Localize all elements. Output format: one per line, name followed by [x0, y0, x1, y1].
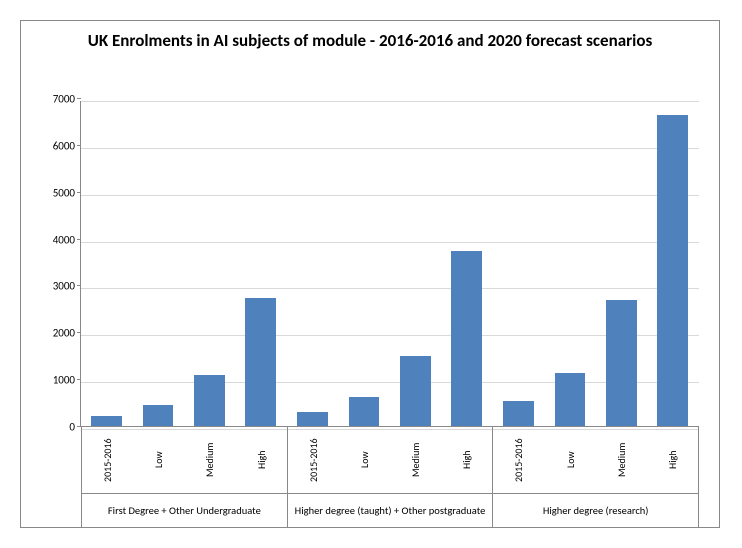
x-sub-label: 2015-2016 [288, 427, 339, 493]
x-group: 2015-2016LowMediumHighHigher degree (res… [492, 427, 699, 527]
bar [451, 251, 482, 427]
y-tick-label: 0 [69, 421, 75, 434]
y-tick-label: 5000 [53, 186, 75, 199]
x-sub-label: High [441, 427, 492, 493]
x-group-label: Higher degree (taught) + Other postgradu… [288, 494, 493, 527]
x-sub-label: Medium [596, 427, 647, 493]
x-sub-label: High [236, 427, 287, 493]
x-group-label: Higher degree (research) [493, 494, 698, 527]
bar-slot [493, 101, 544, 427]
bar [245, 298, 276, 427]
y-tick-label: 7000 [53, 93, 75, 106]
x-sub-label: Medium [390, 427, 441, 493]
bar-group [493, 101, 699, 427]
x-sub-label: 2015-2016 [493, 427, 544, 493]
chart-container: UK Enrolments in AI subjects of module -… [20, 20, 720, 528]
y-tick-label: 6000 [53, 139, 75, 152]
x-sub-row: 2015-2016LowMediumHigh [493, 427, 698, 494]
bar [555, 373, 586, 427]
x-axis-labels: 2015-2016LowMediumHighFirst Degree + Oth… [81, 427, 699, 527]
x-group-label: First Degree + Other Undergraduate [82, 494, 287, 527]
y-axis: 01000200030004000500060007000 [21, 101, 81, 427]
x-sub-label: Low [133, 427, 184, 493]
x-sub-label: Medium [184, 427, 235, 493]
y-tick-label: 1000 [53, 374, 75, 387]
bar [143, 405, 174, 427]
bar-slot [596, 101, 647, 427]
bar-group [81, 101, 287, 427]
bar [657, 115, 688, 427]
x-sub-label: 2015-2016 [82, 427, 133, 493]
bar [606, 300, 637, 427]
bar-group [287, 101, 493, 427]
x-sub-label: High [647, 427, 698, 493]
x-sub-label: Low [339, 427, 390, 493]
x-group: 2015-2016LowMediumHighFirst Degree + Oth… [81, 427, 287, 527]
bar [400, 356, 431, 427]
y-tick-label: 3000 [53, 280, 75, 293]
bar-slot [132, 101, 183, 427]
x-sub-row: 2015-2016LowMediumHigh [288, 427, 493, 494]
bar-slot [184, 101, 235, 427]
x-sub-label: Low [545, 427, 596, 493]
y-tick-label: 4000 [53, 233, 75, 246]
plot-area [81, 101, 699, 427]
bar-slot [441, 101, 492, 427]
bars-area [81, 101, 699, 427]
bar [503, 401, 534, 427]
bar [297, 412, 328, 427]
x-sub-row: 2015-2016LowMediumHigh [82, 427, 287, 494]
bar-slot [81, 101, 132, 427]
chart-title: UK Enrolments in AI subjects of module -… [21, 21, 719, 57]
bar-slot [338, 101, 389, 427]
y-tick-label: 2000 [53, 327, 75, 340]
bar [349, 397, 380, 427]
bar-slot [287, 101, 338, 427]
y-tick-mark [77, 98, 81, 99]
bar-slot [390, 101, 441, 427]
bar-slot [647, 101, 698, 427]
bar-slot [544, 101, 595, 427]
bar [194, 375, 225, 427]
x-group: 2015-2016LowMediumHighHigher degree (tau… [287, 427, 493, 527]
bar-slot [235, 101, 286, 427]
